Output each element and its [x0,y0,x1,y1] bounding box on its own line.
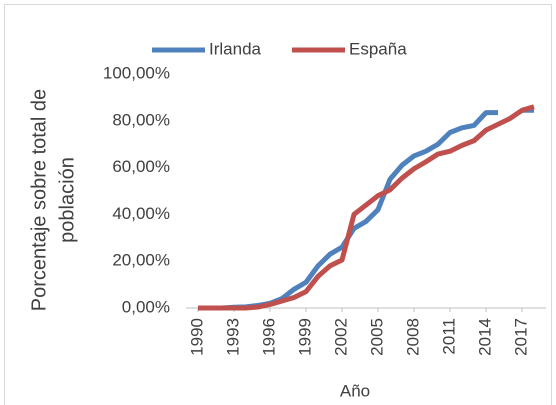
x-tick-label: 1996 [259,318,278,356]
series-line [198,107,534,311]
x-axis-title: Año [340,381,370,400]
x-tick-label: 2008 [403,318,422,356]
x-tick-label: 2017 [511,318,530,356]
y-tick-label: 100,00% [103,63,170,82]
chart-frame [4,4,552,405]
x-tick-label: 2011 [439,318,458,355]
x-tick-label: 2014 [475,318,494,356]
y-axis-title-line: población [56,157,78,243]
y-axis-title: Porcentaje sobre total de población [28,89,78,311]
x-tick-label: 1993 [223,318,242,356]
y-tick-label: 80,00% [112,110,170,129]
y-tick-label: 20,00% [112,251,170,270]
series-line [198,104,535,311]
x-tick-label: 1999 [295,318,314,356]
x-tick-label: 1990 [187,318,206,356]
legend-label: Irlanda [209,39,262,58]
y-tick-label: 0,00% [122,297,170,316]
legend-label: España [349,39,407,58]
y-axis-title-line: Porcentaje sobre total de [28,89,50,311]
y-tick-label: 40,00% [112,204,170,223]
x-tick-label: 2002 [331,318,350,356]
x-tick-label: 2005 [367,318,386,356]
y-tick-label: 60,00% [112,157,170,176]
